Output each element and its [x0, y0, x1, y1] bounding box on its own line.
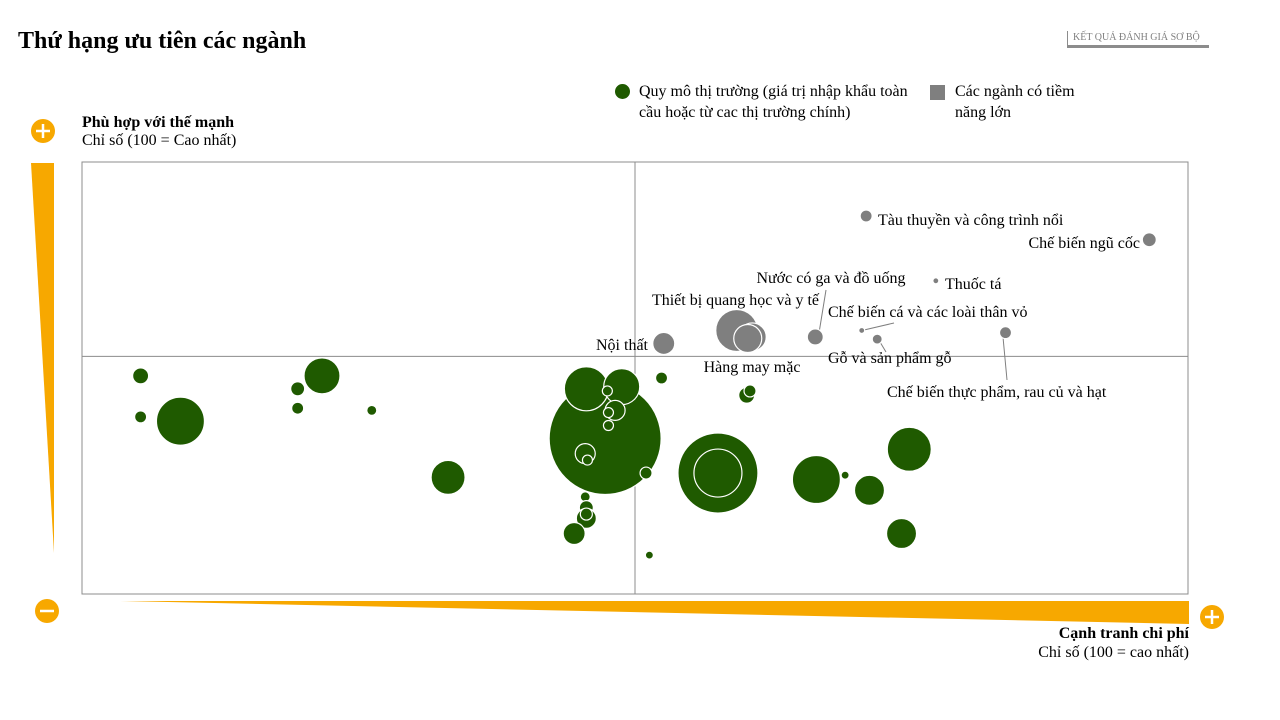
- market-bubble-21: [562, 521, 586, 546]
- leader-line-8: [879, 341, 887, 353]
- market-bubble-16: [581, 454, 594, 466]
- highlight-label-8: Gỗ và sản phẩm gỗ: [828, 350, 952, 367]
- y-axis-title: Phù hợp với thế mạnh: [82, 114, 234, 131]
- market-bubble-6: [366, 404, 378, 416]
- legend-market-size-label: Quy mô thị trường (giá trị nhập khẩu toà…: [639, 83, 908, 121]
- market-bubble-31: [853, 474, 886, 506]
- market-bubble-30: [840, 470, 850, 480]
- highlight-bubble-8: [871, 333, 883, 345]
- highlight-bubble-1: [1141, 232, 1157, 248]
- leader-line-7: [863, 322, 895, 331]
- highlight-label-9: Chế biến thực phẩm, rau củ và hạt: [887, 384, 1107, 401]
- page-title: Thứ hạng ưu tiên các ngành: [18, 28, 307, 54]
- market-bubble-13: [602, 406, 615, 419]
- leader-line-3: [818, 289, 827, 334]
- highlight-bubble-3: [806, 328, 824, 346]
- market-bubble-9: [563, 366, 609, 412]
- market-bubble-32: [886, 426, 932, 472]
- market-bubble-11: [601, 385, 613, 397]
- highlight-label-3: Nước có ga và đồ uống: [756, 270, 905, 287]
- x-axis-gradient-bar: [120, 601, 1189, 624]
- market-bubble-33: [885, 517, 918, 550]
- market-bubble-23: [654, 371, 669, 385]
- highlight-label-7: Chế biến cá và các loài thân vỏ: [828, 304, 1027, 321]
- y-axis-subtitle: Chỉ số (100 = Cao nhất): [82, 132, 237, 149]
- highlight-label-0: Tàu thuyền và công trình nổi: [878, 212, 1064, 229]
- legend-high-potential-marker: [930, 85, 945, 100]
- y-plus-icon: [31, 119, 55, 143]
- market-bubble-14: [602, 419, 615, 432]
- highlight-bubble-2: [932, 277, 940, 285]
- market-bubble-26: [693, 448, 743, 498]
- highlight-bubble-9: [998, 326, 1013, 340]
- market-bubble-4: [291, 401, 305, 415]
- x-axis-title: Cạnh tranh chi phí: [1058, 625, 1189, 642]
- leader-line-9: [1002, 336, 1008, 381]
- highlight-bubble-7: [858, 326, 866, 335]
- highlight-label-2: Thuốc tá: [945, 276, 1001, 293]
- highlight-label-5: Nội thất: [596, 337, 649, 354]
- highlight-bubble-overlap: [733, 323, 763, 354]
- market-bubble-0: [132, 367, 150, 385]
- y-minus-icon: [35, 599, 59, 623]
- y-axis-gradient-bar: [31, 163, 54, 553]
- x-plus-icon: [1200, 605, 1224, 629]
- market-bubble-22: [639, 466, 653, 480]
- highlight-bubble-5: [652, 331, 676, 356]
- market-bubble-7: [430, 459, 466, 495]
- market-bubble-28: [743, 384, 757, 398]
- market-bubble-24: [644, 550, 654, 560]
- highlight-label-6: Hàng may mặc: [704, 359, 801, 376]
- market-bubble-20: [579, 507, 593, 521]
- highlight-label-4: Thiết bị quang học và y tế: [652, 292, 820, 309]
- highlight-bubble-0: [859, 209, 873, 223]
- highlight-label-1: Chế biến ngũ cốc: [1028, 235, 1140, 252]
- market-bubble-1: [134, 410, 148, 424]
- preliminary-result-tag: KẾT QUẢ ĐÁNH GIÁ SƠ BỘ: [1067, 31, 1209, 48]
- market-bubble-5: [303, 357, 341, 395]
- market-bubble-29: [791, 454, 841, 505]
- market-bubble-3: [290, 381, 306, 397]
- market-bubble-2: [155, 396, 206, 446]
- legend-market-size-marker: [615, 84, 630, 99]
- x-axis-subtitle: Chỉ số (100 = cao nhất): [1038, 644, 1189, 661]
- legend-high-potential-label: Các ngành có tiềm năng lớn: [955, 83, 1075, 121]
